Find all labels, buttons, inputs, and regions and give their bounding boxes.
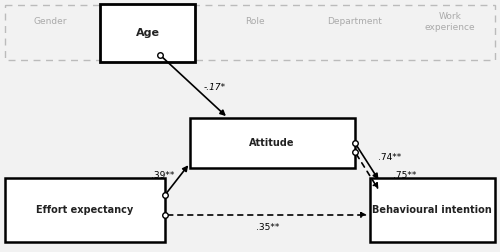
Text: Attitude: Attitude bbox=[249, 138, 295, 148]
Bar bbox=[370, 178, 495, 242]
Text: Behavioural intention: Behavioural intention bbox=[372, 205, 492, 215]
Text: Effort expectancy: Effort expectancy bbox=[36, 205, 134, 215]
Bar bbox=[100, 4, 195, 62]
Text: Work
experience: Work experience bbox=[424, 12, 476, 32]
Bar bbox=[5, 178, 165, 242]
Text: Role: Role bbox=[245, 17, 265, 26]
Bar bbox=[190, 118, 355, 168]
Text: -.17*: -.17* bbox=[204, 83, 226, 92]
Text: .75**: .75** bbox=[394, 171, 416, 179]
Text: .74**: .74** bbox=[378, 153, 402, 163]
Text: Gender: Gender bbox=[33, 17, 67, 26]
Text: Department: Department bbox=[328, 17, 382, 26]
Bar bbox=[5, 5, 495, 60]
Text: .35**: .35** bbox=[256, 224, 280, 233]
Text: .39**: .39** bbox=[152, 171, 174, 179]
Text: Age: Age bbox=[136, 28, 160, 38]
